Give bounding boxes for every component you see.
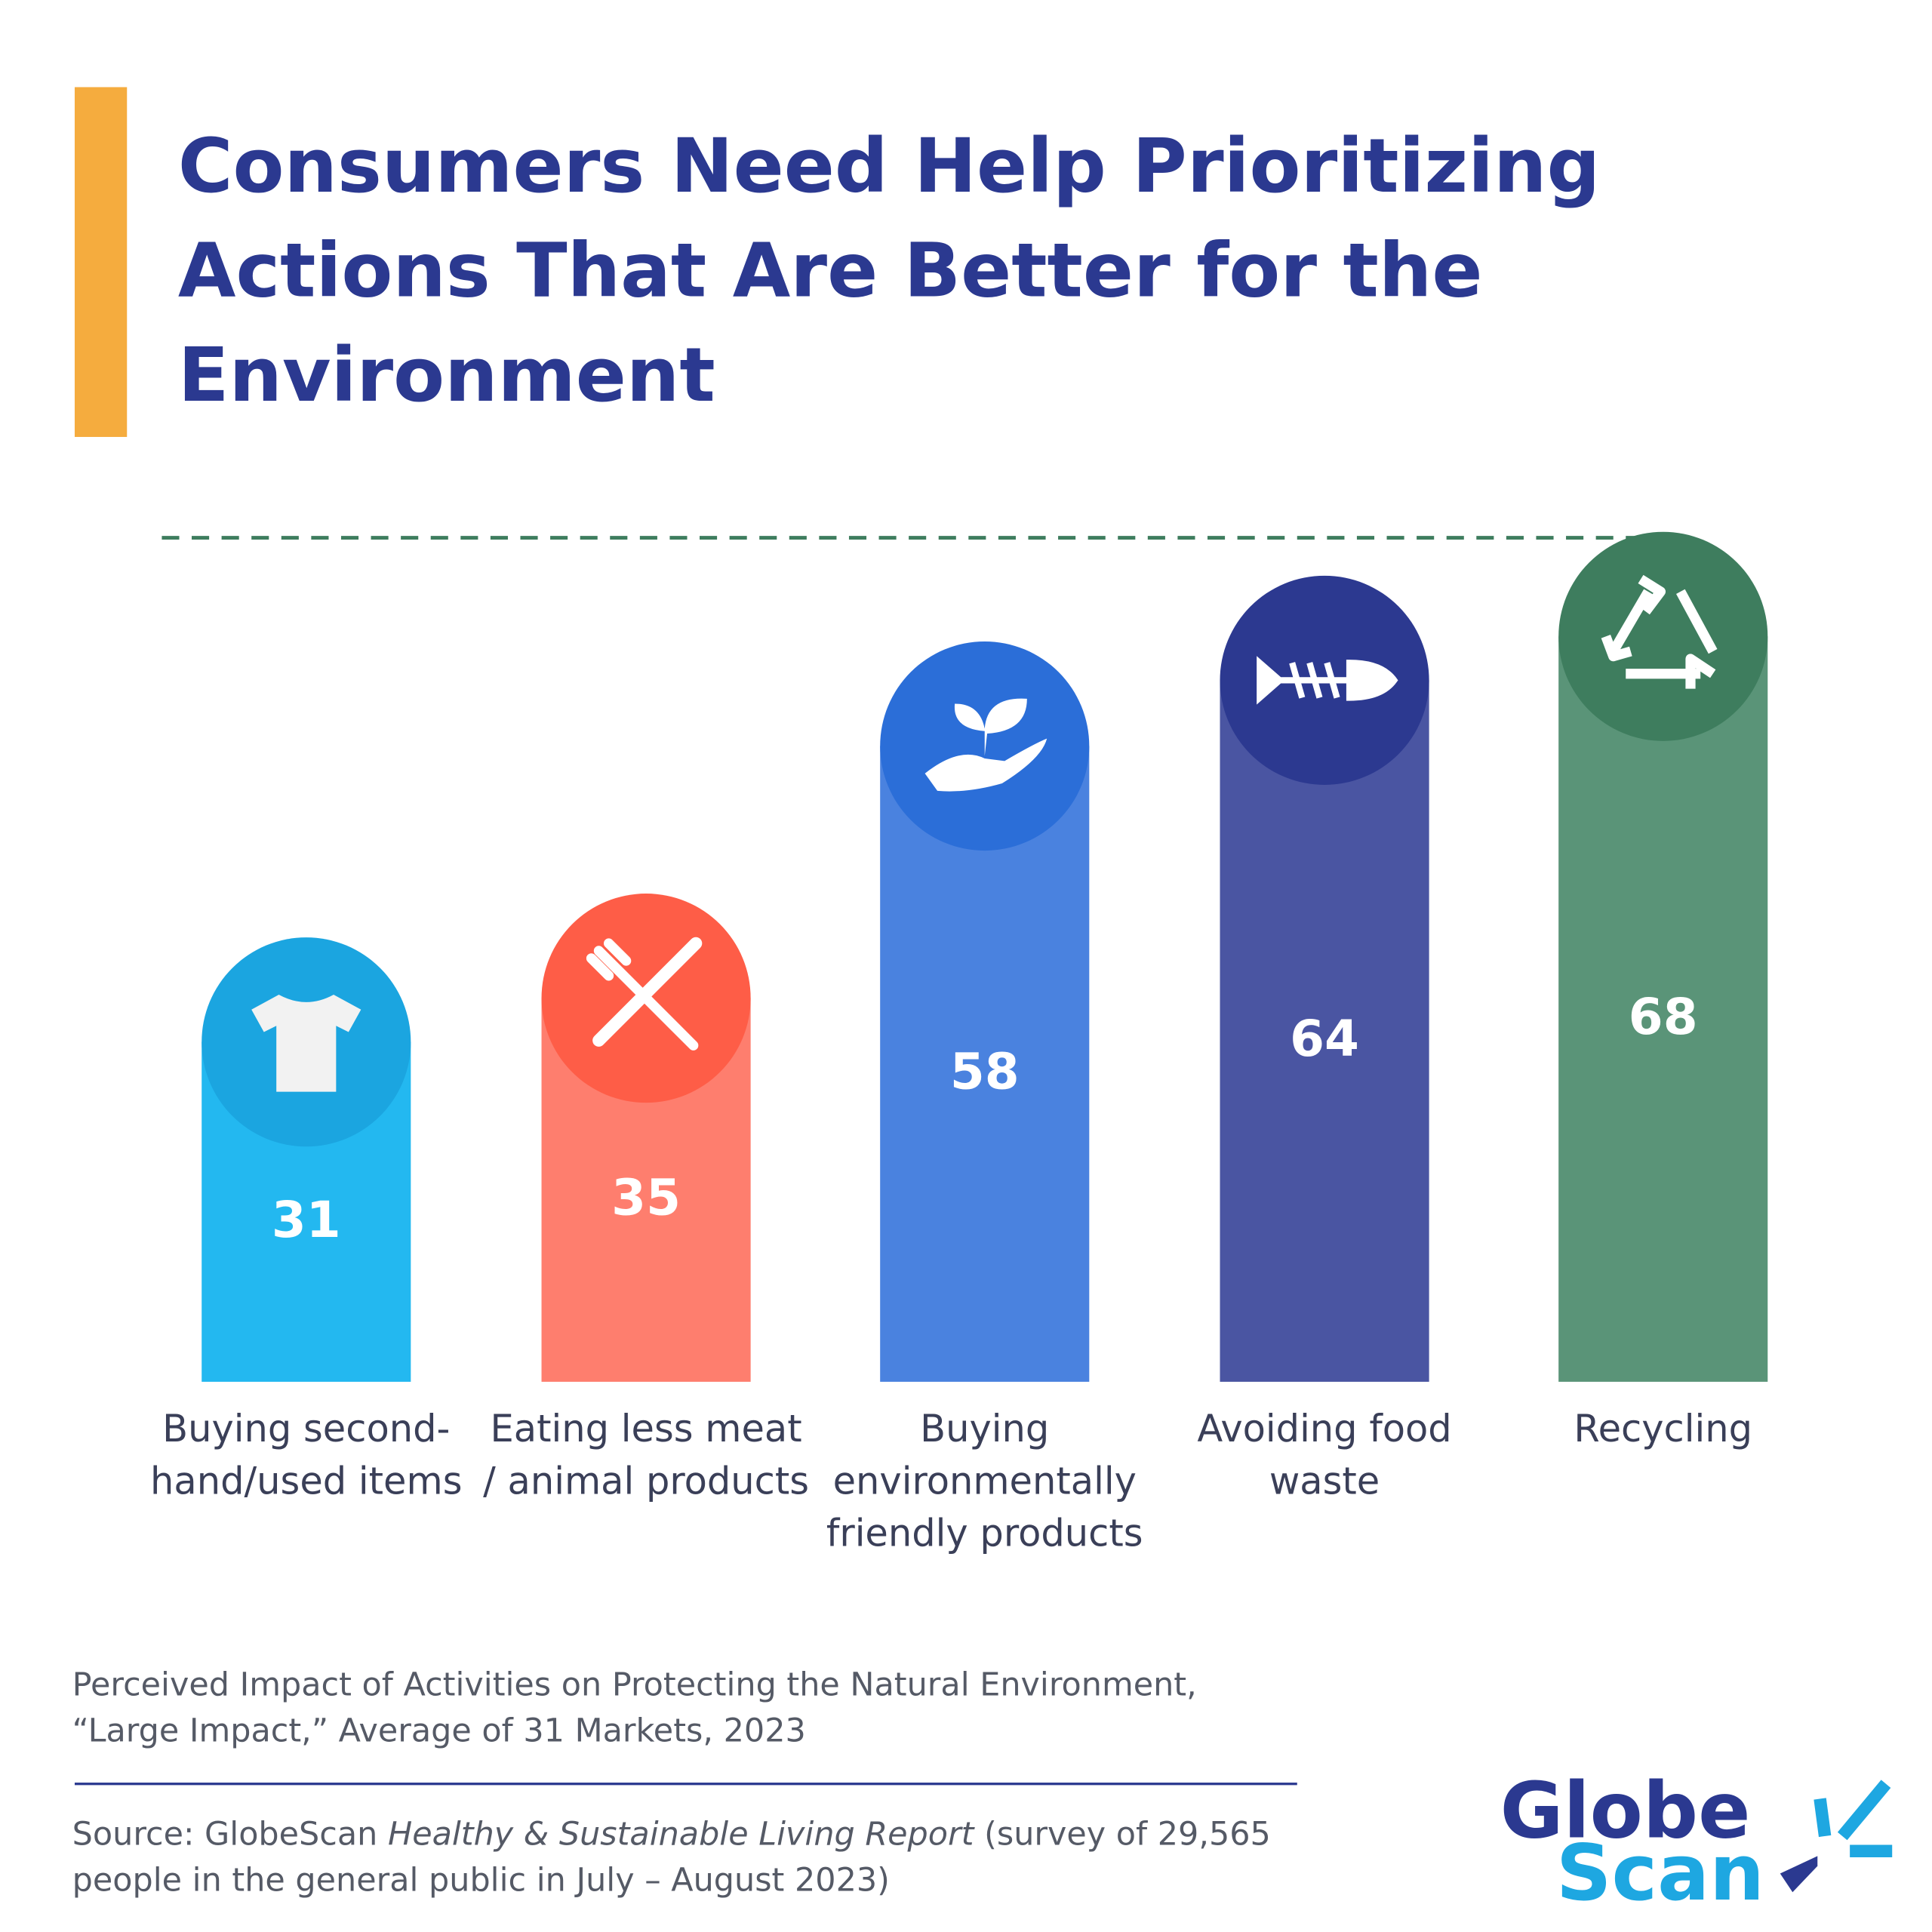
source-text: (survey of 29,565 people in the general … xyxy=(72,1816,1271,1900)
icon-badge xyxy=(1558,531,1768,741)
icon xyxy=(1257,656,1398,705)
value-label: 58 xyxy=(950,1043,1020,1101)
bar xyxy=(1220,680,1429,1382)
value-label: 64 xyxy=(1290,1010,1359,1068)
value-label: 35 xyxy=(611,1169,681,1227)
icon-recycle xyxy=(1601,574,1718,689)
icon-leaf xyxy=(954,698,1027,756)
category-label: Eating less meat / animal products xyxy=(483,1407,810,1504)
title: Consumers Need Help Prioritizing Actions… xyxy=(177,123,1601,420)
icon xyxy=(924,698,1048,792)
category-label: Buying environmentally friendly products xyxy=(826,1407,1143,1556)
category-label: Recycling xyxy=(1574,1407,1753,1452)
subtitle: Perceived Impact of Activities on Protec… xyxy=(72,1666,1197,1751)
icon-bones xyxy=(1289,662,1340,699)
icon-fork xyxy=(586,938,699,1051)
value-label: 31 xyxy=(272,1191,341,1249)
icon-shirt xyxy=(251,995,361,1092)
logo-mark xyxy=(1780,1780,1893,1893)
icon-badge xyxy=(880,641,1090,851)
source-text: Source: GlobeScan xyxy=(72,1816,388,1854)
bar xyxy=(1558,636,1768,1382)
icon xyxy=(586,937,703,1051)
source: Source: GlobeScan Healthy & Sustainable … xyxy=(72,1813,1317,1905)
source-report: Healthy & Sustainable Living Report xyxy=(387,1816,974,1854)
logo-scan: Scan xyxy=(1555,1827,1764,1918)
icon-hand xyxy=(924,738,1048,792)
icon-knife xyxy=(592,937,703,1047)
divider xyxy=(74,1783,1297,1786)
category-label: Buying second-hand/used items xyxy=(150,1407,463,1504)
category-label: Avoiding food waste xyxy=(1197,1407,1452,1504)
icon xyxy=(251,995,361,1092)
value-label: 68 xyxy=(1629,988,1698,1046)
bar xyxy=(880,746,1090,1382)
icon xyxy=(1601,574,1718,689)
logo-globe: Globe xyxy=(1500,1764,1751,1857)
accent-bar xyxy=(74,87,128,437)
